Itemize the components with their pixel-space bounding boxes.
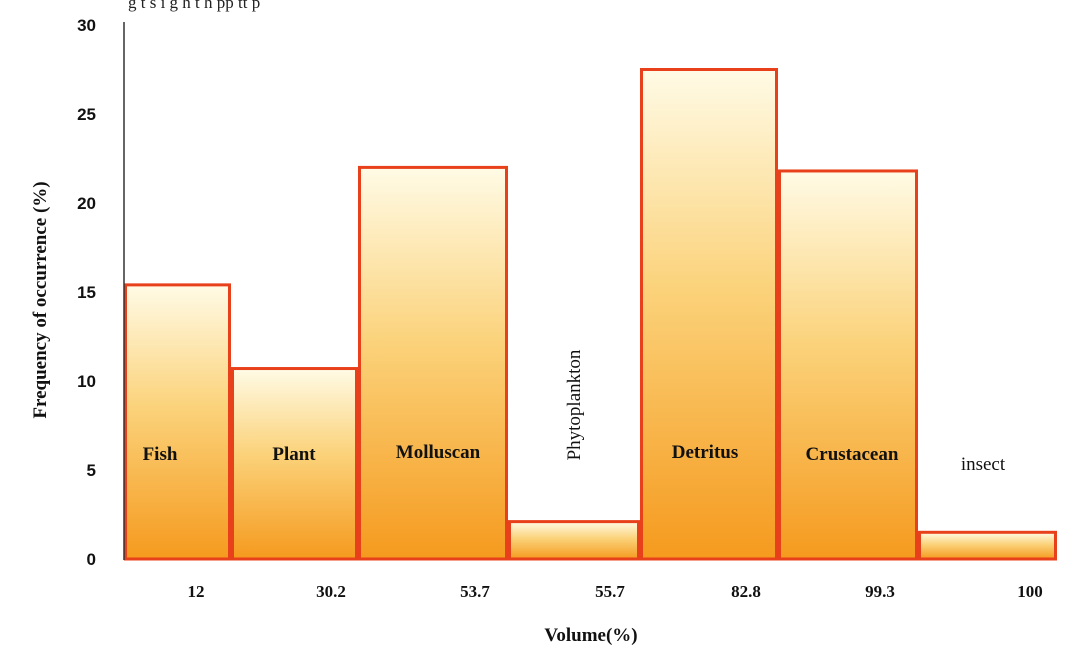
x-tick-label: 12: [188, 582, 205, 601]
y-tick-label: 20: [77, 194, 96, 213]
x-tick-label: 99.3: [865, 582, 895, 601]
x-tick-label: 82.8: [731, 582, 761, 601]
bar-crustacean: [778, 169, 918, 561]
x-tick-label: 53.7: [460, 582, 490, 601]
bar-plant: [231, 367, 358, 561]
y-tick-label: 25: [77, 105, 96, 124]
bar-fish: [124, 283, 231, 561]
y-axis-title: Frequency of occurrence (%): [30, 181, 51, 418]
bar-label: Crustacean: [806, 444, 899, 465]
bar-label: Plant: [272, 444, 316, 465]
bar-phytoplankton: [508, 520, 640, 561]
x-tick-label: 30.2: [316, 582, 346, 601]
y-tick-label: 5: [87, 461, 96, 480]
bar-label: Detritus: [672, 442, 738, 463]
bar-label: Phytoplankton: [564, 349, 585, 460]
y-axis-ticks: 0 5 10 15 20 25 30: [77, 16, 96, 569]
x-axis-title: Volume(%): [544, 625, 637, 645]
bar-molluscan: [358, 165, 508, 561]
bar-insect: [918, 530, 1057, 561]
bar-label: Molluscan: [396, 442, 481, 463]
y-tick-label: 30: [77, 16, 96, 35]
bar-label: insect: [961, 454, 1006, 475]
bar-detritus: [640, 68, 778, 561]
x-tick-label: 100: [1017, 582, 1043, 601]
bar-label: Fish: [143, 444, 178, 465]
y-tick-label: 0: [87, 550, 96, 569]
bars: Fish Plant Molluscan Phytoplankton Detritus C…: [124, 68, 1057, 561]
y-tick-label: 15: [77, 283, 96, 302]
cropped-caption-fragment: g t s i g h t h pp tt p: [128, 0, 260, 12]
x-tick-label: 55.7: [595, 582, 625, 601]
y-tick-label: 10: [77, 372, 96, 391]
x-axis-ticks: 12 30.2 53.7 55.7 82.8 99.3 100: [188, 582, 1043, 601]
